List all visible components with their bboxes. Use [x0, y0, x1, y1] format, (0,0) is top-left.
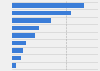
Bar	[12, 56, 21, 60]
Bar	[12, 3, 84, 8]
Bar	[12, 48, 23, 53]
Bar	[12, 41, 26, 45]
Bar	[12, 33, 35, 38]
Bar	[12, 26, 39, 30]
Bar	[12, 18, 51, 23]
Bar	[12, 11, 72, 15]
Bar	[12, 63, 16, 68]
